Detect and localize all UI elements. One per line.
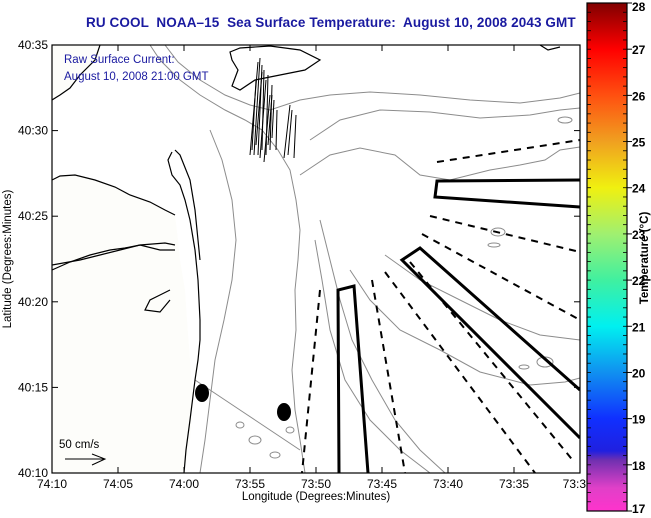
colorbar-tick-label: 20 [632,366,646,380]
land-mass [52,45,193,473]
surface-current-vectors [249,57,297,163]
colorbar-tick-label: 22 [632,274,646,288]
scale-label: 50 cm/s [59,439,100,451]
x-tick-label: 73:40 [433,477,463,491]
y-tick-label: 40:10 [18,466,48,480]
radar-station-marker [277,403,291,421]
y-tick-label: 40:35 [18,38,48,52]
x-tick-label: 73:3 [563,477,587,491]
x-tick-label: 73:55 [235,477,265,491]
bathymetry-contours [149,45,580,473]
y-tick-label: 40:30 [18,124,48,138]
radar-coverage-boxes [336,178,580,473]
x-tick-label: 73:50 [301,477,331,491]
colorbar-tick-label: 28 [632,0,646,14]
x-axis: 74:10 74:05 74:00 73:55 73:50 73:45 73:40 73:35… [37,45,586,491]
colorbar-tick-label: 21 [632,320,646,334]
radar-station-marker [195,384,209,402]
y-tick-label: 40:25 [18,209,48,223]
y-axis: 40:35 40:30 40:25 40:20 40:15 40:10 [18,38,580,480]
colorbar-title: Temperature (°C) [639,212,651,305]
colorbar-tick-label: 23 [632,228,646,242]
x-tick-label: 73:45 [367,477,397,491]
y-tick-label: 40:15 [18,380,48,394]
y-tick-label: 40:20 [18,295,48,309]
colorbar-tick-label: 25 [632,136,646,150]
current-scale-arrow [65,453,107,466]
colorbar-tick-label: 26 [632,89,646,103]
x-tick-label: 73:35 [499,477,529,491]
radar-radials [301,139,580,473]
coastline [52,45,561,473]
colorbar-tick-label: 17 [632,502,646,516]
colorbar-tick-label: 24 [632,182,646,196]
current-label: Raw Surface Current: [64,54,175,66]
colorbar-tick-label: 18 [632,459,646,473]
temperature-colorbar [586,2,628,512]
x-tick-label: 74:05 [103,477,133,491]
colorbar-tick-label: 27 [632,43,646,57]
current-time: August 10, 2008 21:00 GMT [64,71,208,83]
x-axis-title: Longitude (Degrees:Minutes) [242,491,390,503]
map-title: RU COOL NOAA–15 Sea Surface Temperature:… [86,15,576,30]
x-tick-label: 74:10 [37,477,67,491]
colorbar-tick-label: 19 [632,413,646,427]
colorbar-ticks: 17 18 19 20 21 22 23 24 25 26 27 28 [587,0,646,516]
x-tick-label: 74:00 [169,477,199,491]
y-axis-title: Latitude (Degrees:Minutes) [2,189,14,328]
